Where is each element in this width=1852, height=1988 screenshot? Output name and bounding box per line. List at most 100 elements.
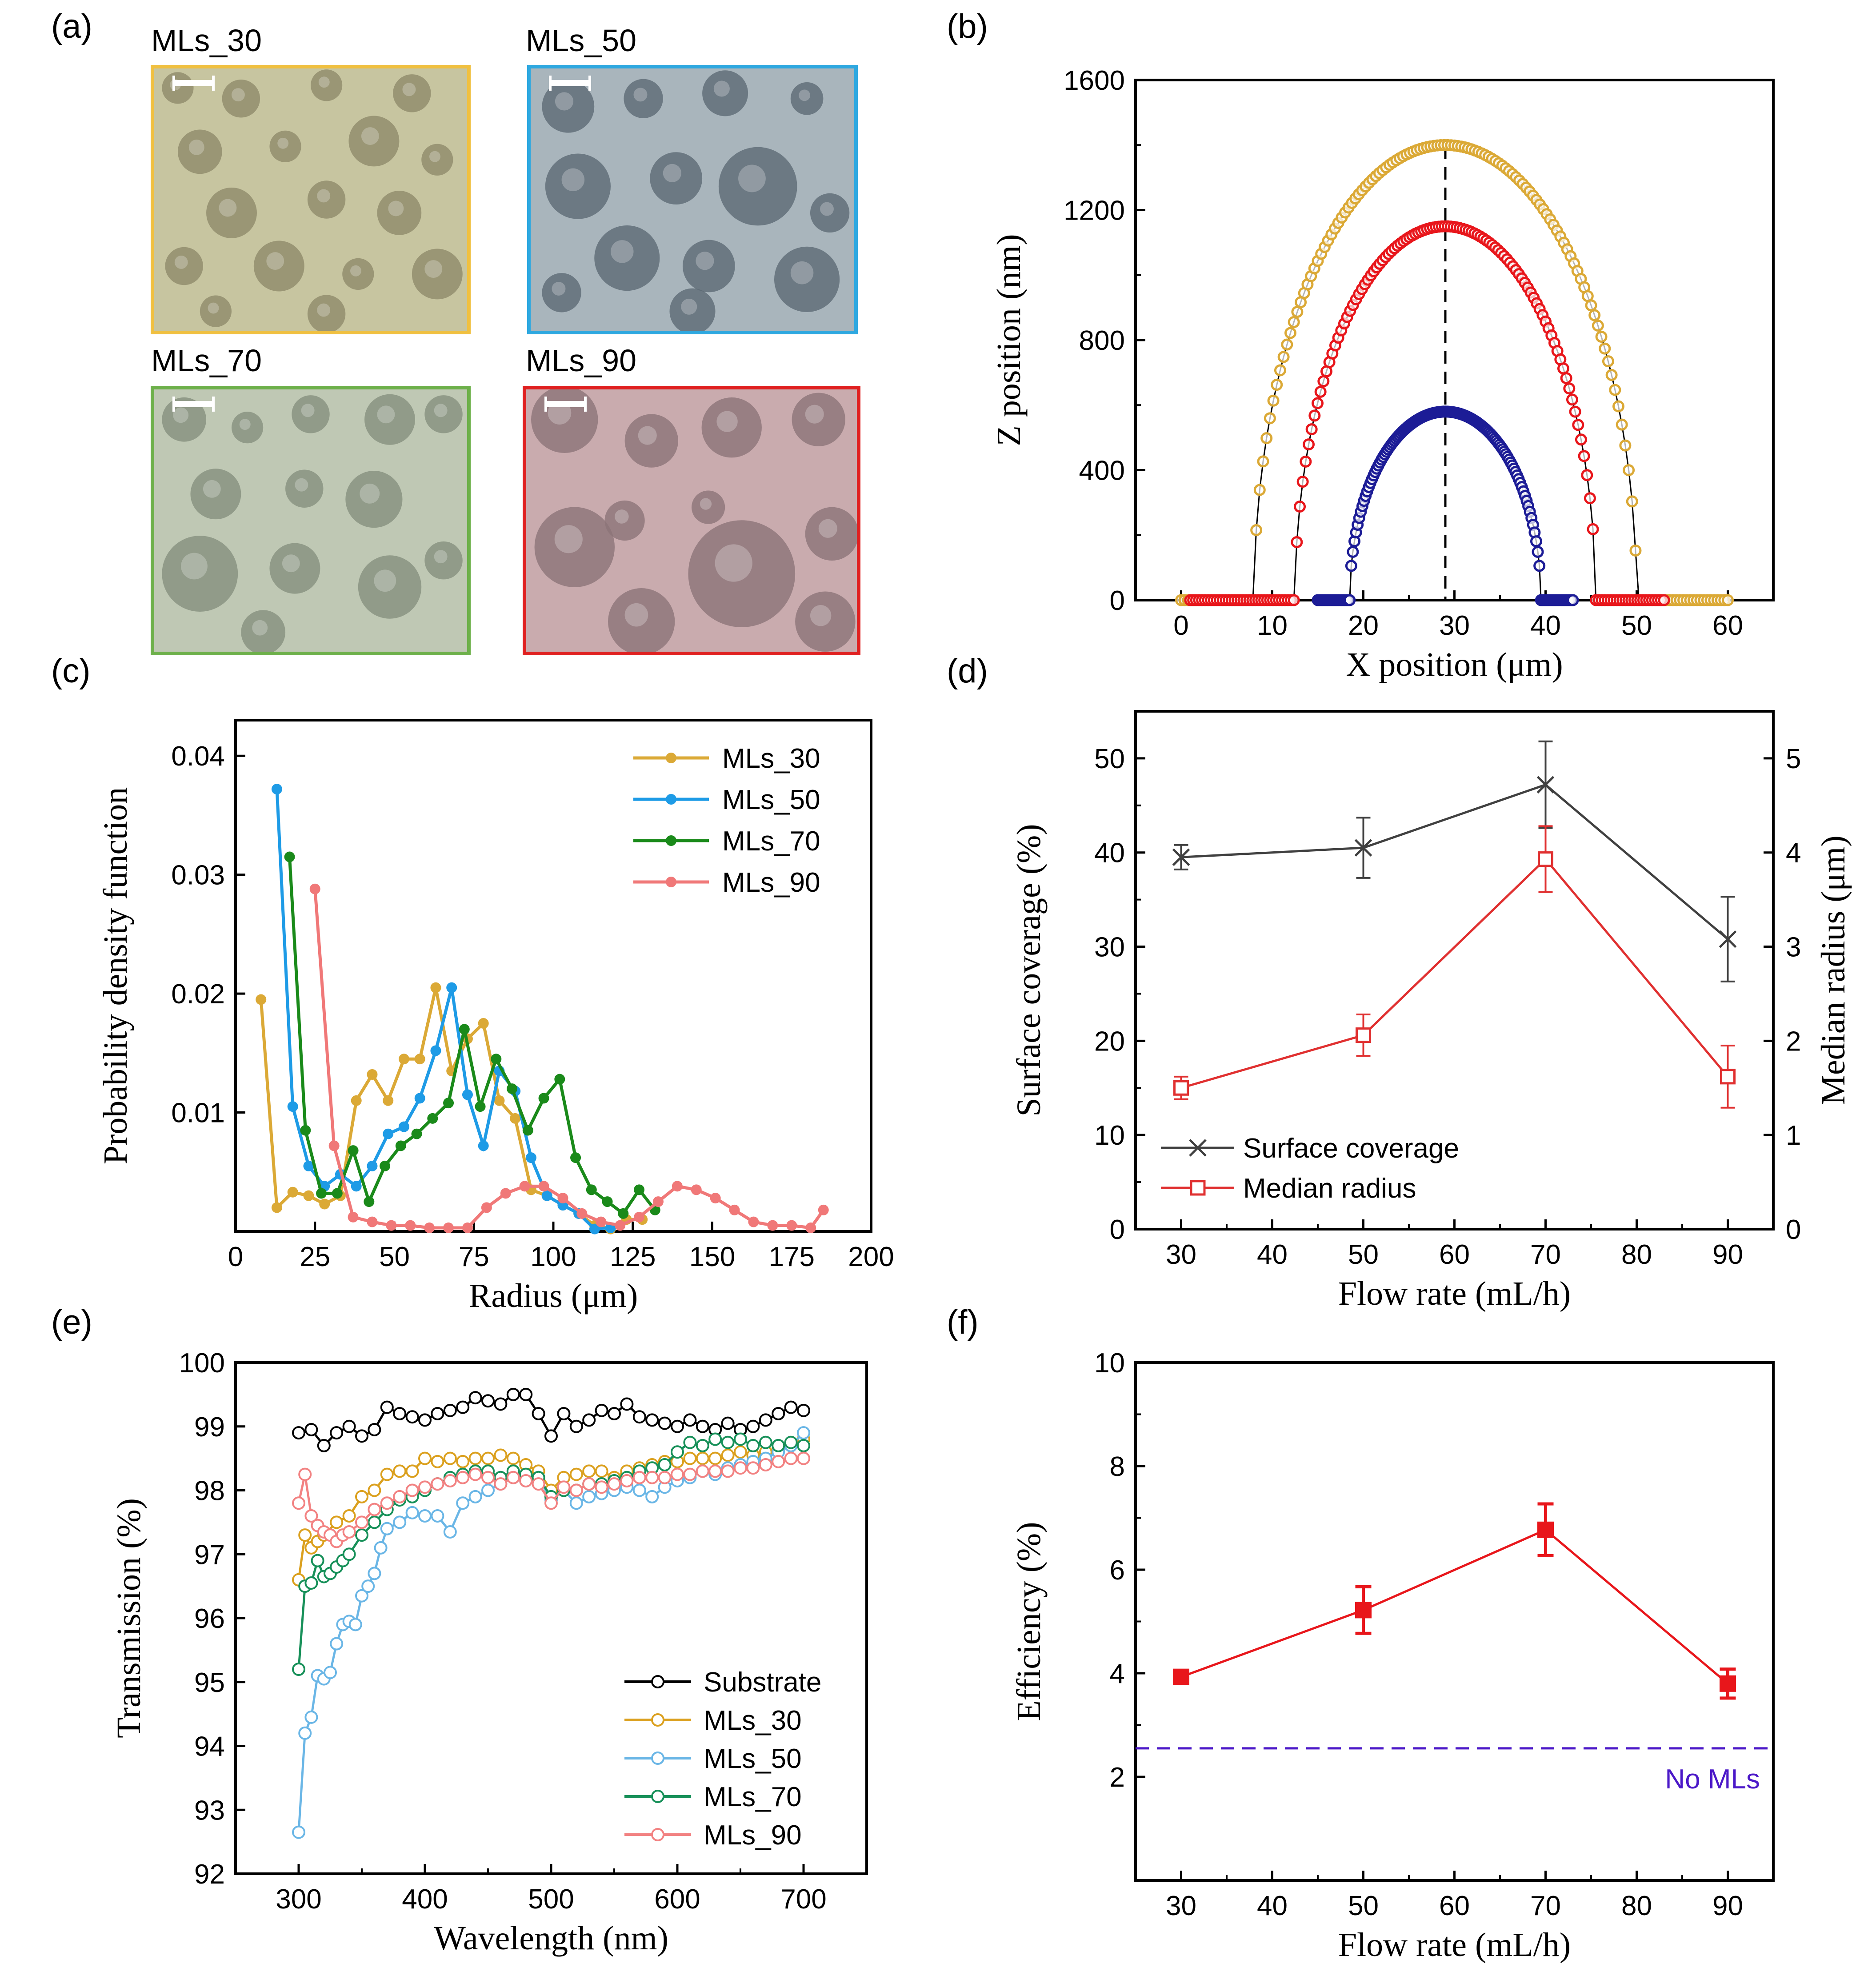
profile-point: [1530, 535, 1542, 548]
data-point: [759, 1413, 772, 1427]
droplet-highlight: [663, 164, 681, 182]
data-point: [708, 1464, 722, 1478]
droplet-highlight: [232, 88, 245, 102]
data-point: [582, 1477, 596, 1491]
y-tick-label: 0.01: [171, 1098, 225, 1129]
profile-point: [1291, 536, 1303, 548]
x-tick-label: 80: [1621, 1239, 1652, 1270]
droplet: [669, 288, 716, 334]
data-point: [342, 1509, 356, 1523]
data-point: [342, 1547, 356, 1561]
panel-b: 0 10 20 30 40 50 60 0 400 800 1200 1600 X position (…: [947, 8, 1775, 683]
x-tick-label: 60: [1712, 610, 1743, 641]
droplet-highlight: [615, 509, 629, 524]
data-point: [746, 1419, 760, 1433]
y-tick-label: 93: [194, 1795, 225, 1826]
profile-point: [1619, 439, 1632, 452]
panel-f: 30 40 50 60 70 80 90 2 4 6 8 10 Flow rate (mL/h) Effi…: [947, 1303, 1775, 1964]
series-line: [1180, 1528, 1729, 1685]
x-tick-label: 175: [769, 1242, 815, 1272]
data-point: [364, 1196, 375, 1207]
y-tick-label: 50: [1094, 744, 1125, 774]
droplet: [190, 469, 241, 520]
data-point: [414, 1054, 425, 1065]
data-point: [818, 1204, 829, 1215]
data-point: [418, 1451, 432, 1465]
data-point: [355, 1429, 368, 1443]
droplet-highlight: [295, 478, 308, 492]
data-point: [595, 1464, 608, 1478]
reference-no-mls: No MLs: [1136, 1747, 1773, 1795]
data-point: [393, 1464, 407, 1478]
y-right-tick-label: 5: [1786, 744, 1801, 774]
legend-marker: [651, 1790, 664, 1803]
droplet: [774, 246, 840, 313]
data-point: [569, 1483, 583, 1497]
data-point: [462, 1089, 473, 1100]
data-point: [368, 1515, 381, 1529]
droplet-highlight: [360, 483, 380, 504]
y-tick-label: 0.03: [171, 860, 225, 891]
panel-a: (a) MLs_30 MLs_50 MLs_70 MLs_90: [51, 8, 860, 655]
y-axis-label: Efficiency (%): [1010, 1522, 1048, 1721]
data-point: [303, 1160, 314, 1171]
data-point: [468, 1451, 482, 1465]
droplet: [624, 414, 678, 468]
droplet: [358, 555, 422, 619]
x-tick-label: 300: [276, 1884, 321, 1915]
panel-e: 300 400 500 600 700 92 93 94 95 96 97 98 99 100 Wavele…: [51, 1303, 868, 1957]
y-tick-label: 6: [1110, 1555, 1125, 1586]
data-point: [557, 1407, 571, 1420]
series-line: [275, 789, 611, 1231]
x-tick-label: 600: [654, 1884, 700, 1915]
data-point: [494, 1397, 508, 1411]
legend-label: Median radius: [1243, 1173, 1416, 1204]
thumb-droplets: [151, 65, 860, 655]
data-point: [468, 1391, 482, 1405]
data-point: [418, 1413, 432, 1427]
droplet: [805, 507, 859, 561]
data-point: [620, 1474, 634, 1487]
profile-point: [1250, 524, 1263, 537]
data-point: [658, 1458, 672, 1471]
panel-label: (b): [947, 8, 988, 45]
y-axis-label: Z position (nm): [990, 234, 1028, 446]
legend-label: MLs_70: [722, 826, 820, 857]
data-point: [569, 1419, 583, 1433]
y-tick-label: 2: [1110, 1762, 1125, 1793]
data-point: [734, 1461, 747, 1475]
data-point: [443, 1222, 454, 1233]
droplet-highlight: [317, 303, 331, 317]
data-point: [569, 1467, 583, 1481]
droplet-highlight: [633, 88, 648, 102]
data-point: [481, 1394, 495, 1408]
data-point: [576, 1208, 588, 1219]
data-point: [729, 1204, 740, 1215]
thumb-1-droplets: [151, 65, 471, 334]
data-point: [710, 1193, 721, 1204]
x-tick-label: 30: [1166, 1891, 1196, 1921]
data-point: [418, 1509, 432, 1523]
data-point: [398, 1054, 409, 1065]
droplet-highlight: [208, 302, 219, 314]
data-point: [786, 1220, 797, 1231]
scale-bar-tick: [212, 397, 215, 412]
profile-point: [1560, 372, 1572, 385]
droplet-highlight: [715, 544, 752, 582]
scale-bar-tick: [584, 397, 587, 412]
series-line: [1180, 857, 1729, 1089]
y-right-tick-label: 3: [1786, 932, 1801, 963]
data-point: [393, 1515, 407, 1529]
data-point: [708, 1451, 722, 1465]
data-point: [395, 1140, 406, 1151]
legend-label: MLs_30: [704, 1705, 802, 1736]
profile-point: [1566, 393, 1578, 406]
y-tick-label: 400: [1079, 456, 1125, 486]
series-line: [1181, 783, 1729, 940]
data-point: [309, 883, 320, 894]
droplet-highlight: [561, 168, 585, 192]
data-point: [431, 1509, 444, 1523]
